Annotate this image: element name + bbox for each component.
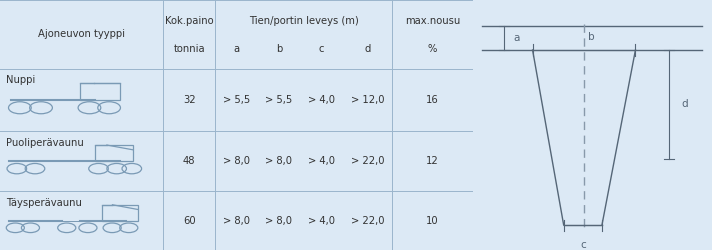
Text: 16: 16 (426, 95, 439, 105)
Text: d: d (365, 44, 371, 54)
Text: Tien/portin leveys (m): Tien/portin leveys (m) (249, 16, 359, 26)
Text: 48: 48 (183, 156, 195, 166)
Text: d: d (681, 99, 688, 109)
Bar (80, 83, 120, 100)
Text: > 4,0: > 4,0 (308, 216, 335, 226)
Text: a: a (513, 33, 520, 43)
Text: Kok.paino: Kok.paino (164, 16, 214, 26)
Text: > 4,0: > 4,0 (308, 95, 335, 105)
Text: 12: 12 (426, 156, 439, 166)
Text: 32: 32 (183, 95, 195, 105)
Text: > 5,5: > 5,5 (223, 95, 250, 105)
Text: c: c (319, 44, 324, 54)
Text: > 8,0: > 8,0 (223, 216, 250, 226)
Text: %: % (428, 44, 437, 54)
Text: > 8,0: > 8,0 (223, 156, 250, 166)
Text: 10: 10 (426, 216, 439, 226)
Text: c: c (580, 240, 586, 250)
Text: a: a (234, 44, 239, 54)
Text: > 22,0: > 22,0 (351, 156, 384, 166)
Text: > 8,0: > 8,0 (266, 156, 293, 166)
Text: max.nousu: max.nousu (405, 16, 460, 26)
Text: > 4,0: > 4,0 (308, 156, 335, 166)
Text: Ajoneuvon tyyppi: Ajoneuvon tyyppi (38, 29, 125, 39)
Text: > 8,0: > 8,0 (266, 216, 293, 226)
Text: tonnia: tonnia (173, 44, 205, 54)
Text: 60: 60 (183, 216, 195, 226)
Text: > 22,0: > 22,0 (351, 216, 384, 226)
Text: b: b (276, 44, 282, 54)
Text: Puoliperävaunu: Puoliperävaunu (6, 138, 83, 147)
Text: > 5,5: > 5,5 (266, 95, 293, 105)
Bar (102, 205, 138, 220)
Bar (95, 145, 133, 161)
Text: > 12,0: > 12,0 (351, 95, 384, 105)
Text: b: b (588, 32, 595, 42)
Text: Nuppi: Nuppi (6, 75, 35, 85)
Text: Täysperävaunu: Täysperävaunu (6, 198, 82, 207)
